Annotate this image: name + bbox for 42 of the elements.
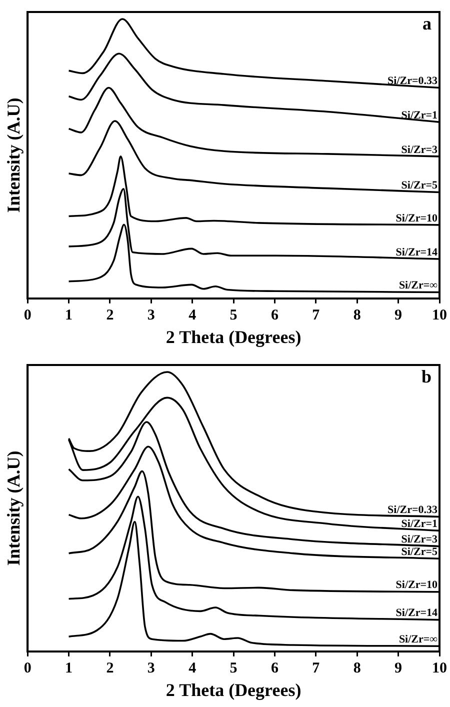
- series-label: Si/Zr=3: [401, 534, 438, 546]
- y-axis-title: Intensity (A.U): [3, 450, 24, 566]
- series-label: Si/Zr=1: [401, 109, 438, 122]
- x-tick-label: 6: [270, 307, 279, 324]
- series-label: Si/Zr=1: [401, 518, 438, 530]
- x-tick-label: 8: [353, 307, 361, 324]
- series-label: Si/Zr=14: [396, 607, 438, 620]
- x-tick-label: 2: [106, 660, 114, 676]
- series-label: Si/Zr=0.33: [388, 75, 438, 88]
- x-tick-label: 4: [188, 307, 197, 324]
- x-tick-label: 10: [432, 307, 447, 324]
- x-tick-label: 7: [312, 307, 320, 324]
- series-label: Si/Zr=3: [401, 144, 438, 156]
- chart-title: a: [422, 14, 432, 34]
- x-tick-label: 1: [65, 307, 73, 324]
- series-label: Si/Zr=∞: [398, 280, 438, 292]
- x-tick-label: 7: [312, 660, 320, 676]
- y-axis-title: Intensity (A.U): [3, 98, 24, 213]
- x-tick-label: 5: [230, 307, 238, 324]
- series-label: Si/Zr=14: [396, 246, 438, 258]
- x-tick-label: 9: [394, 307, 402, 324]
- series-label: Si/Zr=5: [401, 180, 438, 192]
- chart-title: b: [421, 366, 432, 387]
- x-tick-label: 9: [394, 660, 402, 676]
- series-label: Si/Zr=10: [396, 212, 438, 224]
- x-tick-label: 4: [188, 660, 197, 676]
- x-tick-label: 6: [270, 660, 279, 676]
- x-tick-label: 0: [24, 660, 32, 676]
- x-tick-label: 2: [106, 307, 114, 324]
- series-label: Si/Zr=0.33: [388, 504, 438, 516]
- x-axis-title: 2 Theta (Degrees): [166, 326, 302, 347]
- series-label: Si/Zr=∞: [398, 633, 438, 646]
- x-tick-label: 3: [147, 660, 155, 676]
- x-axis-title: 2 Theta (Degrees): [166, 680, 302, 700]
- x-tick-label: 1: [65, 660, 73, 676]
- x-tick-label: 8: [353, 660, 361, 676]
- x-tick-label: 0: [24, 307, 32, 324]
- x-tick-label: 10: [432, 660, 447, 676]
- series-label: Si/Zr=10: [396, 579, 438, 592]
- x-tick-label: 3: [147, 307, 155, 324]
- x-tick-label: 5: [230, 660, 238, 676]
- series-label: Si/Zr=5: [401, 546, 438, 558]
